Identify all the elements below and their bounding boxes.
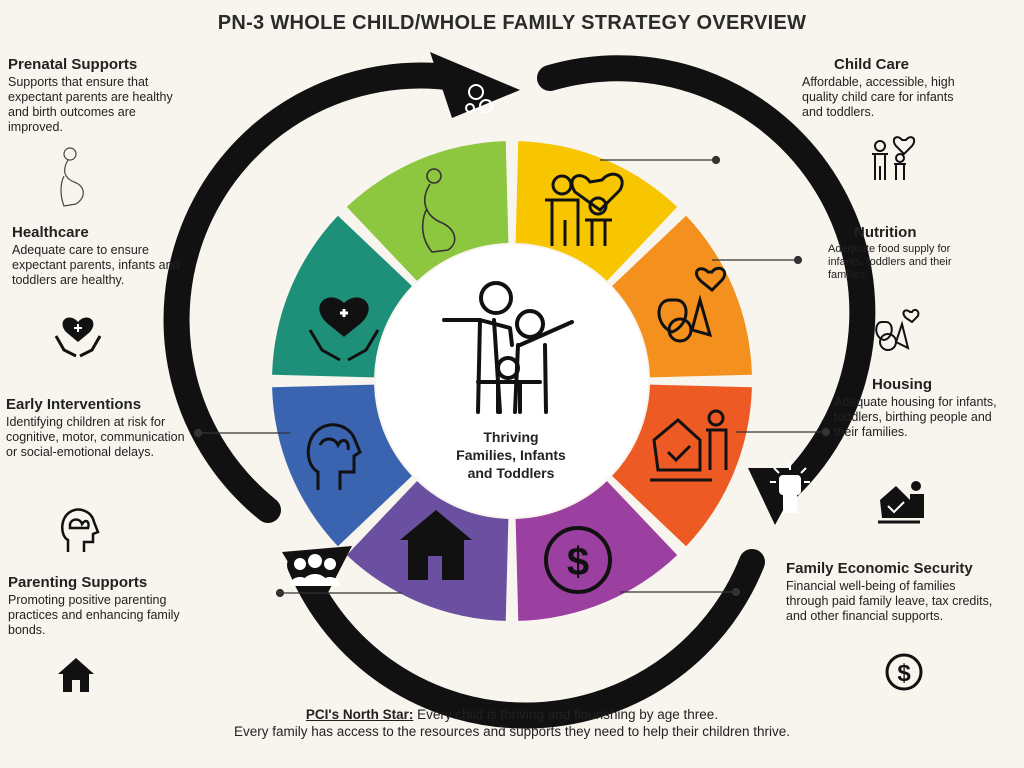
segment-child-care (515, 141, 678, 281)
label-economic: Family Economic Security Financial well-… (786, 560, 996, 624)
segment-healthcare (272, 215, 412, 378)
pregnant-woman-icon (421, 168, 456, 253)
economic-title: Family Economic Security (786, 560, 973, 577)
nutrition-text: Adequate food supply for infants, toddle… (828, 243, 952, 281)
family-icon (442, 281, 574, 414)
north-star: PCI's North Star: Every child is thrivin… (0, 706, 1024, 740)
family-heart-icon (872, 136, 916, 180)
label-nutrition: Nutrition Adequate food supply for infan… (828, 224, 978, 282)
housing-title: Housing (872, 376, 932, 393)
arrow-top-left (163, 62, 468, 523)
early-interventions-title: Early Interventions (6, 396, 142, 413)
dollar-cycle-icon: $ (885, 653, 923, 691)
heart-hands-icon (308, 297, 380, 362)
child-care-title: Child Care (834, 56, 910, 73)
house-icon-segment (400, 510, 472, 580)
heart-hands-icon (54, 317, 102, 358)
group-icon (290, 554, 340, 586)
child-care-text: Affordable, accessible, high quality chi… (802, 75, 955, 119)
prenatal-title: Prenatal Supports (8, 56, 138, 73)
housing-text: Adequate housing for infants, toddlers, … (834, 395, 997, 439)
head-brain-icon (306, 423, 362, 490)
fruit-heart-icon (875, 308, 920, 351)
north-star-line1: Every child is thriving and flourishing … (413, 707, 719, 722)
north-star-title: PCI's North Star: (305, 707, 414, 722)
healthcare-title: Healthcare (12, 224, 89, 241)
dollar-cycle-icon: $ (544, 526, 612, 594)
economic-text: Financial well-being of families through… (786, 579, 993, 623)
label-child-care: Child Care Affordable, accessible, high … (802, 56, 972, 120)
house-icon (58, 658, 94, 692)
cycle-arrows (163, 55, 876, 729)
label-prenatal: Prenatal Supports Supports that ensure t… (8, 56, 186, 135)
healthcare-text: Adequate care to ensure expectant parent… (12, 243, 180, 287)
nutrition-title: Nutrition (854, 224, 917, 241)
arrow-right (537, 55, 876, 508)
segment-nutrition (612, 215, 752, 378)
svg-text:$: $ (567, 540, 589, 584)
fruit-heart-icon (657, 266, 727, 343)
early-interventions-text: Identifying children at risk for cogniti… (6, 415, 185, 459)
pregnant-woman-icon (60, 147, 84, 207)
head-brain-icon (61, 508, 100, 552)
page-title: PN-3 WHOLE CHILD/WHOLE FAMILY STRATEGY O… (217, 12, 807, 34)
home-family-icon (878, 481, 924, 524)
label-healthcare: Healthcare Adequate care to ensure expec… (12, 224, 192, 288)
parenting-title: Parenting Supports (8, 574, 148, 591)
segment-early-interventions (272, 384, 412, 547)
north-star-line2: Every family has access to the resources… (233, 724, 791, 739)
home-family-icon (650, 409, 728, 482)
fist-icon (770, 462, 810, 513)
parenting-text: Promoting positive parenting practices a… (8, 593, 180, 637)
svg-text:$: $ (897, 660, 911, 687)
prenatal-text: Supports that ensure that expectant pare… (8, 75, 173, 134)
label-housing: Housing Adequate housing for infants, to… (834, 376, 1010, 440)
label-parenting: Parenting Supports Promoting positive pa… (8, 574, 188, 638)
center-label: Thriving Families, Infants and Toddlers (456, 429, 566, 481)
arrow-bottom (287, 549, 765, 729)
segment-economic (515, 481, 678, 621)
family-heart-icon (545, 172, 624, 246)
gears-icon (465, 84, 493, 113)
label-early-interventions: Early Interventions Identifying children… (6, 396, 186, 460)
